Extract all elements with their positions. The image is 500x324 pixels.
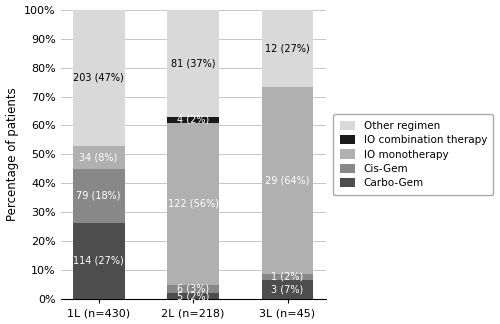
Text: 29 (64%): 29 (64%) — [266, 175, 310, 185]
Bar — [167, 285, 219, 293]
Bar — [167, 122, 219, 285]
Bar — [262, 274, 314, 280]
Bar — [167, 293, 219, 299]
Bar — [72, 9, 124, 146]
Text: 12 (27%): 12 (27%) — [265, 43, 310, 53]
Text: 3 (7%): 3 (7%) — [272, 285, 304, 295]
Text: 203 (47%): 203 (47%) — [73, 73, 124, 83]
Text: 79 (18%): 79 (18%) — [76, 191, 121, 201]
Bar — [72, 169, 124, 223]
Text: 81 (37%): 81 (37%) — [171, 58, 216, 68]
Text: 122 (56%): 122 (56%) — [168, 199, 218, 209]
Text: 34 (8%): 34 (8%) — [80, 153, 118, 163]
Legend: Other regimen, IO combination therapy, IO monotherapy, Cis-Gem, Carbo-Gem: Other regimen, IO combination therapy, I… — [334, 114, 493, 195]
Text: 4 (2%): 4 (2%) — [177, 115, 209, 125]
Bar — [167, 9, 219, 117]
Text: 5 (2%): 5 (2%) — [177, 291, 209, 301]
Bar — [72, 146, 124, 169]
Bar — [167, 117, 219, 122]
Y-axis label: Percentage of patients: Percentage of patients — [6, 87, 18, 221]
Text: 1 (2%): 1 (2%) — [272, 272, 304, 282]
Bar — [262, 280, 314, 299]
Bar — [262, 87, 314, 274]
Bar — [72, 223, 124, 299]
Text: 114 (27%): 114 (27%) — [73, 256, 124, 266]
Text: 6 (3%): 6 (3%) — [177, 284, 209, 294]
Bar — [262, 9, 314, 87]
